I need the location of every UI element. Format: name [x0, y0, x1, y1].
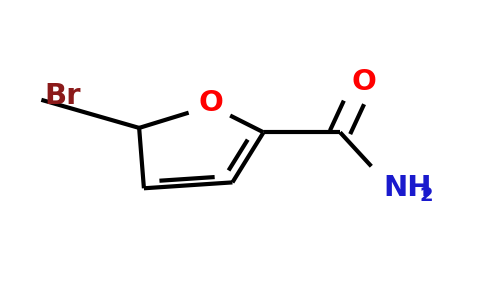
- Text: O: O: [351, 68, 377, 96]
- Text: O: O: [198, 89, 223, 117]
- Text: NH: NH: [383, 174, 432, 202]
- Text: Br: Br: [45, 82, 81, 110]
- Text: 2: 2: [420, 186, 434, 205]
